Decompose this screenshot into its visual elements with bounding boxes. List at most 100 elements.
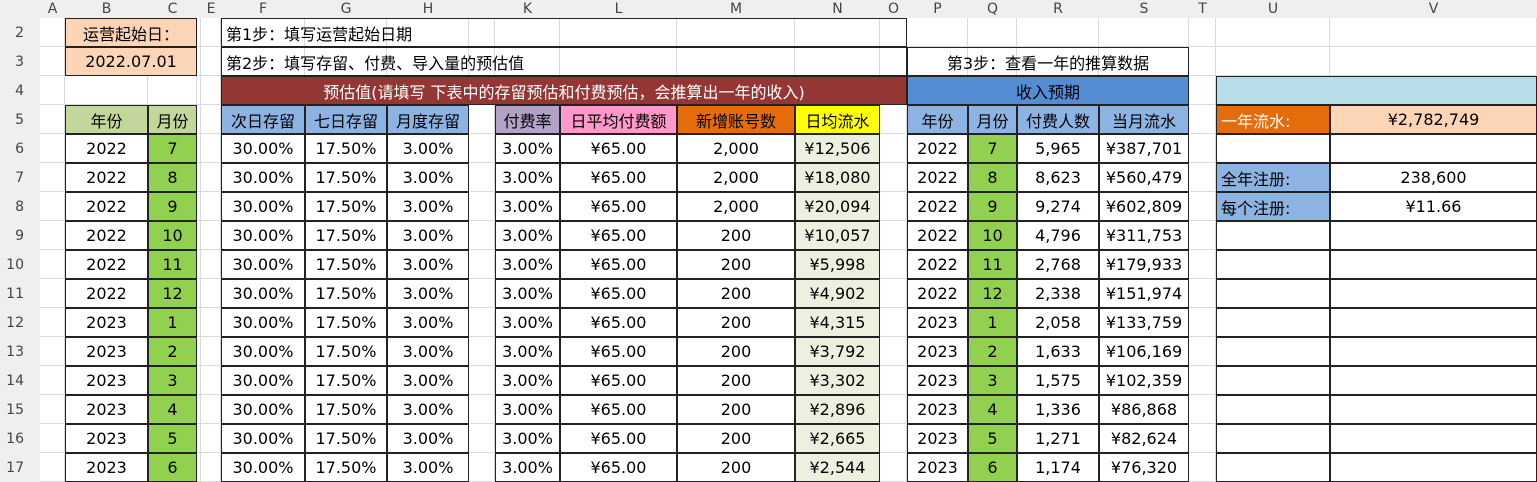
grid-cell[interactable] bbox=[968, 18, 1017, 47]
grid-cell[interactable] bbox=[40, 134, 65, 163]
grid-cell[interactable] bbox=[880, 337, 907, 366]
monthly-revenue-cell[interactable]: ¥102,359 bbox=[1099, 366, 1189, 395]
forecast-month-cell[interactable]: 10 bbox=[968, 221, 1017, 250]
grid-cell[interactable] bbox=[197, 366, 201, 395]
daily-arpu-cell[interactable]: ¥65.00 bbox=[560, 134, 677, 163]
pay-rate-cell[interactable]: 3.00% bbox=[495, 192, 560, 221]
forecast-month-cell[interactable]: 1 bbox=[968, 308, 1017, 337]
grid-cell[interactable] bbox=[40, 337, 65, 366]
forecast-year-cell[interactable]: 2022 bbox=[907, 221, 968, 250]
grid-cell[interactable] bbox=[201, 18, 221, 47]
payers-cell[interactable]: 2,768 bbox=[1017, 250, 1099, 279]
forecast-month-cell[interactable]: 8 bbox=[968, 163, 1017, 192]
grid-cell[interactable] bbox=[40, 279, 65, 308]
grid-cell[interactable] bbox=[201, 163, 221, 192]
grid-cell[interactable] bbox=[1216, 18, 1330, 47]
grid-cell[interactable] bbox=[197, 279, 201, 308]
grid-cell[interactable] bbox=[201, 250, 221, 279]
column-header[interactable]: P bbox=[907, 0, 968, 18]
daily-revenue-cell[interactable]: ¥4,902 bbox=[795, 279, 880, 308]
column-header[interactable]: E bbox=[201, 0, 221, 18]
month-cell[interactable]: 12 bbox=[148, 279, 197, 308]
column-header[interactable]: S bbox=[1099, 0, 1189, 18]
month-cell[interactable]: 1 bbox=[148, 308, 197, 337]
grid-cell[interactable] bbox=[40, 163, 65, 192]
grid-cell[interactable] bbox=[469, 134, 495, 163]
payers-cell[interactable]: 2,338 bbox=[1017, 279, 1099, 308]
forecast-month-cell[interactable]: 4 bbox=[968, 395, 1017, 424]
row-header[interactable]: 9 bbox=[0, 221, 40, 250]
grid-cell[interactable] bbox=[40, 424, 65, 453]
grid-cell[interactable] bbox=[880, 221, 907, 250]
column-header[interactable]: T bbox=[1189, 0, 1216, 18]
day7-retention-cell[interactable]: 17.50% bbox=[305, 250, 387, 279]
row-header[interactable]: 12 bbox=[0, 308, 40, 337]
grid-cell[interactable] bbox=[197, 395, 201, 424]
column-header[interactable]: L bbox=[560, 0, 677, 18]
grid-cell[interactable] bbox=[880, 279, 907, 308]
grid-cell[interactable] bbox=[201, 308, 221, 337]
forecast-year-cell[interactable]: 2023 bbox=[907, 337, 968, 366]
year-cell[interactable]: 2022 bbox=[65, 221, 148, 250]
grid-cell[interactable] bbox=[197, 192, 201, 221]
grid-cell[interactable] bbox=[469, 250, 495, 279]
day7-retention-cell[interactable]: 17.50% bbox=[305, 221, 387, 250]
monthly-revenue-cell[interactable]: ¥560,479 bbox=[1099, 163, 1189, 192]
daily-arpu-cell[interactable]: ¥65.00 bbox=[560, 366, 677, 395]
new-accounts-cell[interactable]: 200 bbox=[677, 395, 795, 424]
grid-cell[interactable] bbox=[880, 453, 907, 482]
grid-cell[interactable] bbox=[197, 221, 201, 250]
grid-cell[interactable] bbox=[1189, 163, 1216, 192]
forecast-month-cell[interactable]: 3 bbox=[968, 366, 1017, 395]
daily-arpu-cell[interactable]: ¥65.00 bbox=[560, 395, 677, 424]
column-header[interactable]: G bbox=[305, 0, 387, 18]
grid-cell[interactable] bbox=[197, 47, 201, 76]
month-cell[interactable]: 4 bbox=[148, 395, 197, 424]
column-header[interactable]: A bbox=[40, 0, 65, 18]
forecast-month-cell[interactable]: 9 bbox=[968, 192, 1017, 221]
grid-cell[interactable] bbox=[469, 366, 495, 395]
daily-arpu-cell[interactable]: ¥65.00 bbox=[560, 337, 677, 366]
monthly-retention-cell[interactable]: 3.00% bbox=[387, 279, 469, 308]
grid-cell[interactable] bbox=[1189, 192, 1216, 221]
pay-rate-cell[interactable]: 3.00% bbox=[495, 308, 560, 337]
grid-cell[interactable] bbox=[469, 453, 495, 482]
grid-cell[interactable] bbox=[201, 395, 221, 424]
month-cell[interactable]: 8 bbox=[148, 163, 197, 192]
monthly-retention-cell[interactable]: 3.00% bbox=[387, 163, 469, 192]
start-date-value[interactable]: 2022.07.01 bbox=[65, 47, 197, 76]
new-accounts-cell[interactable]: 2,000 bbox=[677, 163, 795, 192]
monthly-revenue-cell[interactable]: ¥86,868 bbox=[1099, 395, 1189, 424]
grid-cell[interactable] bbox=[469, 221, 495, 250]
grid-cell[interactable] bbox=[1189, 18, 1216, 47]
day7-retention-cell[interactable]: 17.50% bbox=[305, 134, 387, 163]
daily-arpu-cell[interactable]: ¥65.00 bbox=[560, 453, 677, 482]
new-accounts-cell[interactable]: 200 bbox=[677, 366, 795, 395]
payers-cell[interactable]: 1,633 bbox=[1017, 337, 1099, 366]
column-header[interactable]: K bbox=[495, 0, 560, 18]
year-cell[interactable]: 2023 bbox=[65, 308, 148, 337]
year-cell[interactable]: 2023 bbox=[65, 395, 148, 424]
grid-cell[interactable] bbox=[201, 105, 221, 134]
forecast-month-cell[interactable]: 2 bbox=[968, 337, 1017, 366]
grid-cell[interactable] bbox=[40, 308, 65, 337]
grid-cell[interactable] bbox=[469, 105, 495, 134]
day1-retention-cell[interactable]: 30.00% bbox=[221, 308, 305, 337]
payers-cell[interactable]: 9,274 bbox=[1017, 192, 1099, 221]
grid-cell[interactable] bbox=[201, 192, 221, 221]
new-accounts-cell[interactable]: 200 bbox=[677, 221, 795, 250]
grid-cell[interactable] bbox=[201, 47, 221, 76]
grid-cell[interactable] bbox=[880, 366, 907, 395]
day1-retention-cell[interactable]: 30.00% bbox=[221, 337, 305, 366]
column-header[interactable]: U bbox=[1216, 0, 1330, 18]
forecast-year-cell[interactable]: 2023 bbox=[907, 395, 968, 424]
payers-cell[interactable]: 1,336 bbox=[1017, 395, 1099, 424]
day7-retention-cell[interactable]: 17.50% bbox=[305, 395, 387, 424]
row-header[interactable]: 10 bbox=[0, 250, 40, 279]
year-cell[interactable]: 2022 bbox=[65, 163, 148, 192]
day1-retention-cell[interactable]: 30.00% bbox=[221, 395, 305, 424]
grid-cell[interactable] bbox=[40, 453, 65, 482]
month-cell[interactable]: 7 bbox=[148, 134, 197, 163]
grid-cell[interactable] bbox=[201, 76, 221, 105]
day7-retention-cell[interactable]: 17.50% bbox=[305, 163, 387, 192]
